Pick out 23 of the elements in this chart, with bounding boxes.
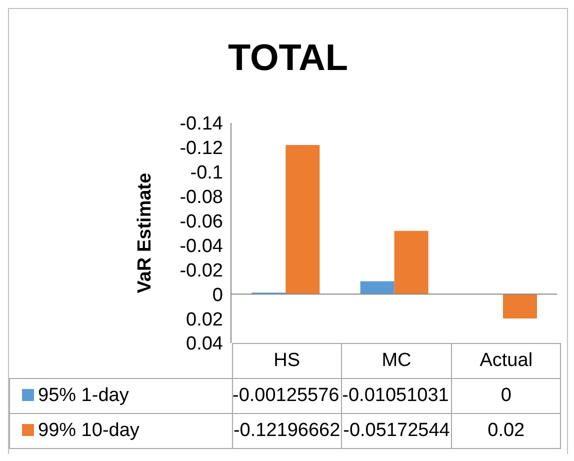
y-tick-label: -0.02: [180, 260, 223, 282]
chart-title: TOTAL: [227, 37, 349, 79]
y-tick-label: -0.04: [180, 236, 224, 257]
y-tick-label: 0.02: [186, 309, 223, 330]
data-label: -0.12196662: [232, 414, 342, 448]
legend-label: 99% 10-day: [10, 414, 232, 448]
legend-label: 95% 1-day: [10, 378, 232, 414]
data-label: 0: [451, 378, 561, 414]
data-label: 0.02: [451, 414, 561, 448]
y-tick-label: 0.04: [186, 334, 224, 355]
x-tick-label: HS: [232, 344, 342, 378]
y-tick-label: -0.08: [180, 187, 223, 208]
x-tick-label: MC: [342, 344, 452, 378]
data-label: -0.00125576: [232, 378, 342, 414]
data-label: -0.01051031: [342, 378, 452, 414]
data-label: -0.05172544: [342, 414, 452, 448]
x-tick-label: Actual: [451, 344, 561, 378]
y-axis-title: VaR Estimate: [134, 172, 156, 294]
y-tick-label: -0.1: [190, 162, 223, 184]
y-tick-label: 0: [212, 284, 223, 306]
y-tick-label: -0.12: [180, 138, 223, 160]
y-tick-label: -0.06: [180, 212, 223, 233]
y-tick-label: -0.14: [180, 114, 224, 135]
